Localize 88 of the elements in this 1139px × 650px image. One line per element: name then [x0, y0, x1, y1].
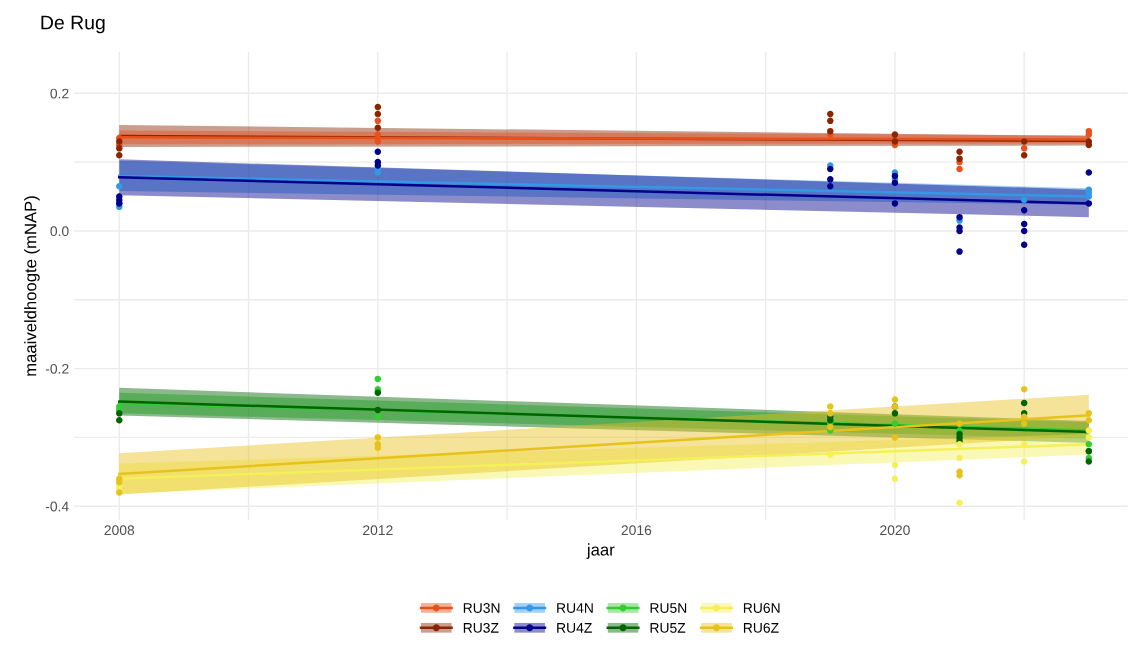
point [374, 131, 382, 138]
point [1085, 441, 1093, 448]
point [891, 461, 899, 469]
point [1020, 227, 1028, 235]
y-tick-label: -0.2 [45, 363, 69, 374]
point [1085, 141, 1093, 149]
point [956, 441, 963, 448]
point [827, 176, 834, 183]
point [374, 103, 382, 111]
legend-label: RU5Z [650, 623, 686, 633]
point [116, 489, 123, 496]
point [374, 162, 382, 169]
point [956, 165, 963, 173]
point [827, 127, 834, 135]
point [374, 117, 382, 125]
x-tick-label: 2012 [363, 525, 393, 536]
legend-label: RU6N [743, 603, 780, 613]
point [1020, 196, 1028, 204]
point [827, 451, 834, 458]
point [827, 423, 834, 431]
point [374, 110, 382, 118]
point [891, 475, 899, 482]
point [1020, 385, 1028, 393]
point [1085, 131, 1093, 138]
point [956, 454, 963, 462]
point [1020, 458, 1028, 465]
x-tick-label: 2008 [104, 525, 135, 536]
point [374, 124, 382, 131]
x-tick-label: 2016 [621, 525, 652, 536]
point [827, 403, 834, 410]
point [956, 472, 963, 479]
point [956, 155, 963, 162]
point [956, 148, 963, 156]
x-axis-title: jaar [586, 543, 615, 559]
legend-label: RU4N [557, 603, 593, 613]
point [116, 182, 123, 190]
point [827, 165, 834, 173]
point [1085, 427, 1093, 434]
point [891, 172, 899, 180]
point [1085, 458, 1093, 465]
point [116, 416, 123, 424]
point [116, 145, 123, 152]
point [374, 375, 382, 383]
point [374, 148, 382, 156]
point [1085, 169, 1093, 176]
point [1020, 241, 1028, 248]
point [374, 413, 382, 421]
y-tick-label: 0.2 [50, 88, 69, 99]
legend-label: RU3N [463, 603, 500, 613]
point [1020, 399, 1028, 407]
point [956, 213, 963, 221]
point [1020, 138, 1028, 145]
point [891, 396, 899, 403]
point [374, 138, 382, 145]
y-tick-label: -0.4 [45, 501, 69, 512]
y-axis-title: maaiveldhoogte (mNAP) [24, 196, 40, 376]
point [827, 110, 834, 118]
point [956, 420, 963, 427]
point [891, 410, 899, 417]
point [1085, 416, 1093, 424]
point [1085, 410, 1093, 417]
point [116, 151, 123, 159]
point [827, 117, 834, 125]
point [1085, 193, 1093, 200]
y-tick-label: 0.0 [50, 226, 69, 237]
point [116, 410, 123, 417]
point [891, 200, 899, 207]
point [116, 138, 123, 145]
point [891, 179, 899, 187]
legend-label: RU4Z [557, 623, 592, 633]
point [1020, 151, 1028, 159]
point [891, 434, 899, 441]
point [1020, 207, 1028, 214]
point [1085, 434, 1093, 441]
point [956, 499, 963, 507]
chart-title: De Rug [41, 15, 105, 34]
point [891, 420, 899, 427]
legend-label: RU6Z [743, 622, 779, 633]
point [374, 406, 382, 414]
point [1020, 145, 1028, 152]
point [891, 131, 899, 138]
point [1020, 220, 1028, 228]
point [956, 248, 963, 255]
legend-label: RU3Z [463, 622, 499, 633]
point [1085, 200, 1093, 207]
x-tick-label: 2020 [880, 525, 910, 536]
legend-label: RU5N [650, 603, 687, 613]
point [891, 138, 899, 145]
